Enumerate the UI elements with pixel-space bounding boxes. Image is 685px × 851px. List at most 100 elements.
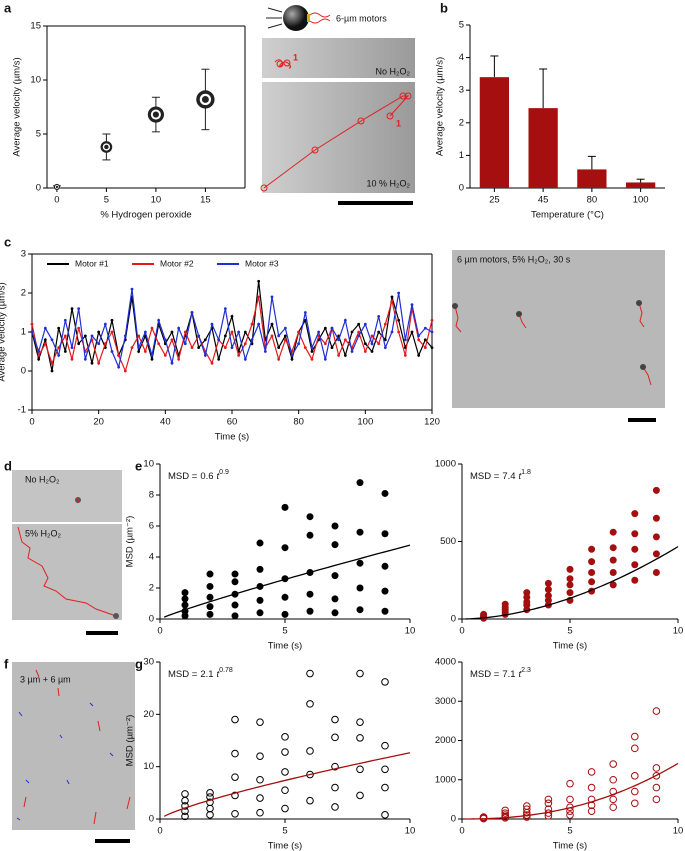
- point: [331, 733, 339, 742]
- point: [150, 357, 154, 361]
- y-tick-label: 4: [459, 52, 464, 63]
- fit-curve: [163, 544, 411, 618]
- point: [177, 326, 181, 330]
- point: [217, 338, 221, 342]
- point: [544, 592, 552, 600]
- y-tick-label: 2: [21, 288, 26, 299]
- image-caption: 6 µm motors, 5% H₂O₂, 30 s: [457, 254, 571, 264]
- point: [206, 570, 214, 578]
- y-axis-label: Average velocity (µm/s): [435, 57, 446, 156]
- point: [90, 361, 94, 365]
- point: [230, 330, 234, 334]
- point: [330, 346, 334, 349]
- point: [410, 303, 414, 307]
- point: [566, 811, 574, 819]
- point: [290, 354, 294, 357]
- point: [383, 346, 387, 349]
- point: [381, 765, 389, 774]
- point: [57, 354, 61, 357]
- y-tick-label: 0: [149, 614, 154, 625]
- point: [281, 733, 289, 741]
- x-tick-label: 0: [459, 826, 464, 837]
- point: [137, 350, 141, 353]
- point: [523, 805, 531, 813]
- annotation-variable: t: [217, 471, 220, 482]
- point: [30, 322, 34, 326]
- point: [297, 342, 301, 346]
- y-tick-label: 15: [30, 21, 41, 32]
- point: [123, 369, 127, 373]
- point: [331, 572, 339, 580]
- point: [588, 578, 596, 586]
- point: [83, 357, 87, 361]
- annotation-lhs: MSD =: [168, 669, 198, 680]
- fit-curve: [163, 752, 411, 817]
- point: [566, 779, 574, 788]
- point: [70, 357, 74, 361]
- point: [566, 581, 574, 589]
- point: [250, 338, 254, 342]
- y-tick-label: 20: [143, 709, 154, 720]
- x-tick-label: 100: [357, 417, 373, 428]
- point: [350, 330, 354, 334]
- point: [390, 299, 394, 303]
- point: [150, 354, 154, 357]
- annotation-exponent: 2.3: [521, 667, 531, 674]
- point: [281, 768, 289, 776]
- point: [479, 813, 488, 821]
- point: [197, 334, 201, 338]
- point: [250, 322, 254, 326]
- point: [331, 609, 339, 617]
- x-tick-label: 0: [459, 626, 464, 637]
- fit-curve: [465, 762, 679, 820]
- point: [343, 354, 347, 357]
- point: [430, 330, 434, 334]
- x-tick-label: 15: [200, 195, 211, 206]
- point: [206, 610, 214, 618]
- point: [609, 760, 618, 768]
- point: [331, 762, 339, 771]
- image-a: 6-µm motors 1 No H₂O₂ 1 10 % H₂O₂: [260, 5, 415, 205]
- point: [37, 354, 41, 357]
- point: [306, 590, 314, 598]
- point: [566, 589, 574, 597]
- point: [337, 354, 341, 357]
- point: [652, 707, 661, 715]
- x-tick-label: 100: [633, 195, 649, 206]
- y-tick-label: 10: [143, 459, 154, 470]
- point: [423, 326, 427, 330]
- point: [306, 607, 314, 615]
- point: [587, 783, 596, 792]
- point: [263, 350, 267, 353]
- y-tick-label: 5: [36, 129, 41, 140]
- y-tick-label: 3: [459, 85, 464, 96]
- point: [410, 330, 414, 334]
- point: [357, 334, 361, 338]
- y-tick-label: 0: [459, 183, 464, 194]
- y-tick-label: 0: [451, 814, 456, 825]
- point: [397, 291, 401, 295]
- point: [403, 338, 407, 342]
- point: [631, 787, 639, 796]
- point: [652, 569, 660, 576]
- y-tick-label: 1: [21, 327, 26, 338]
- point: [343, 318, 347, 322]
- x-tick-label: 10: [151, 195, 162, 206]
- point: [609, 569, 617, 576]
- annotation-lhs: MSD =: [168, 471, 198, 482]
- point: [303, 318, 307, 322]
- y-tick-label: 0: [149, 814, 154, 825]
- point: [256, 794, 264, 802]
- point: [356, 718, 364, 726]
- annotation-variable: t: [519, 471, 522, 482]
- point: [270, 322, 274, 326]
- y-axis-label: MSD (µm⁻²): [125, 516, 136, 568]
- point: [501, 811, 510, 819]
- point: [63, 334, 67, 338]
- point: [70, 346, 74, 349]
- point: [277, 357, 281, 361]
- point: [587, 768, 596, 776]
- point: [423, 338, 427, 342]
- annotation-variable: t: [217, 669, 220, 680]
- point: [587, 807, 596, 815]
